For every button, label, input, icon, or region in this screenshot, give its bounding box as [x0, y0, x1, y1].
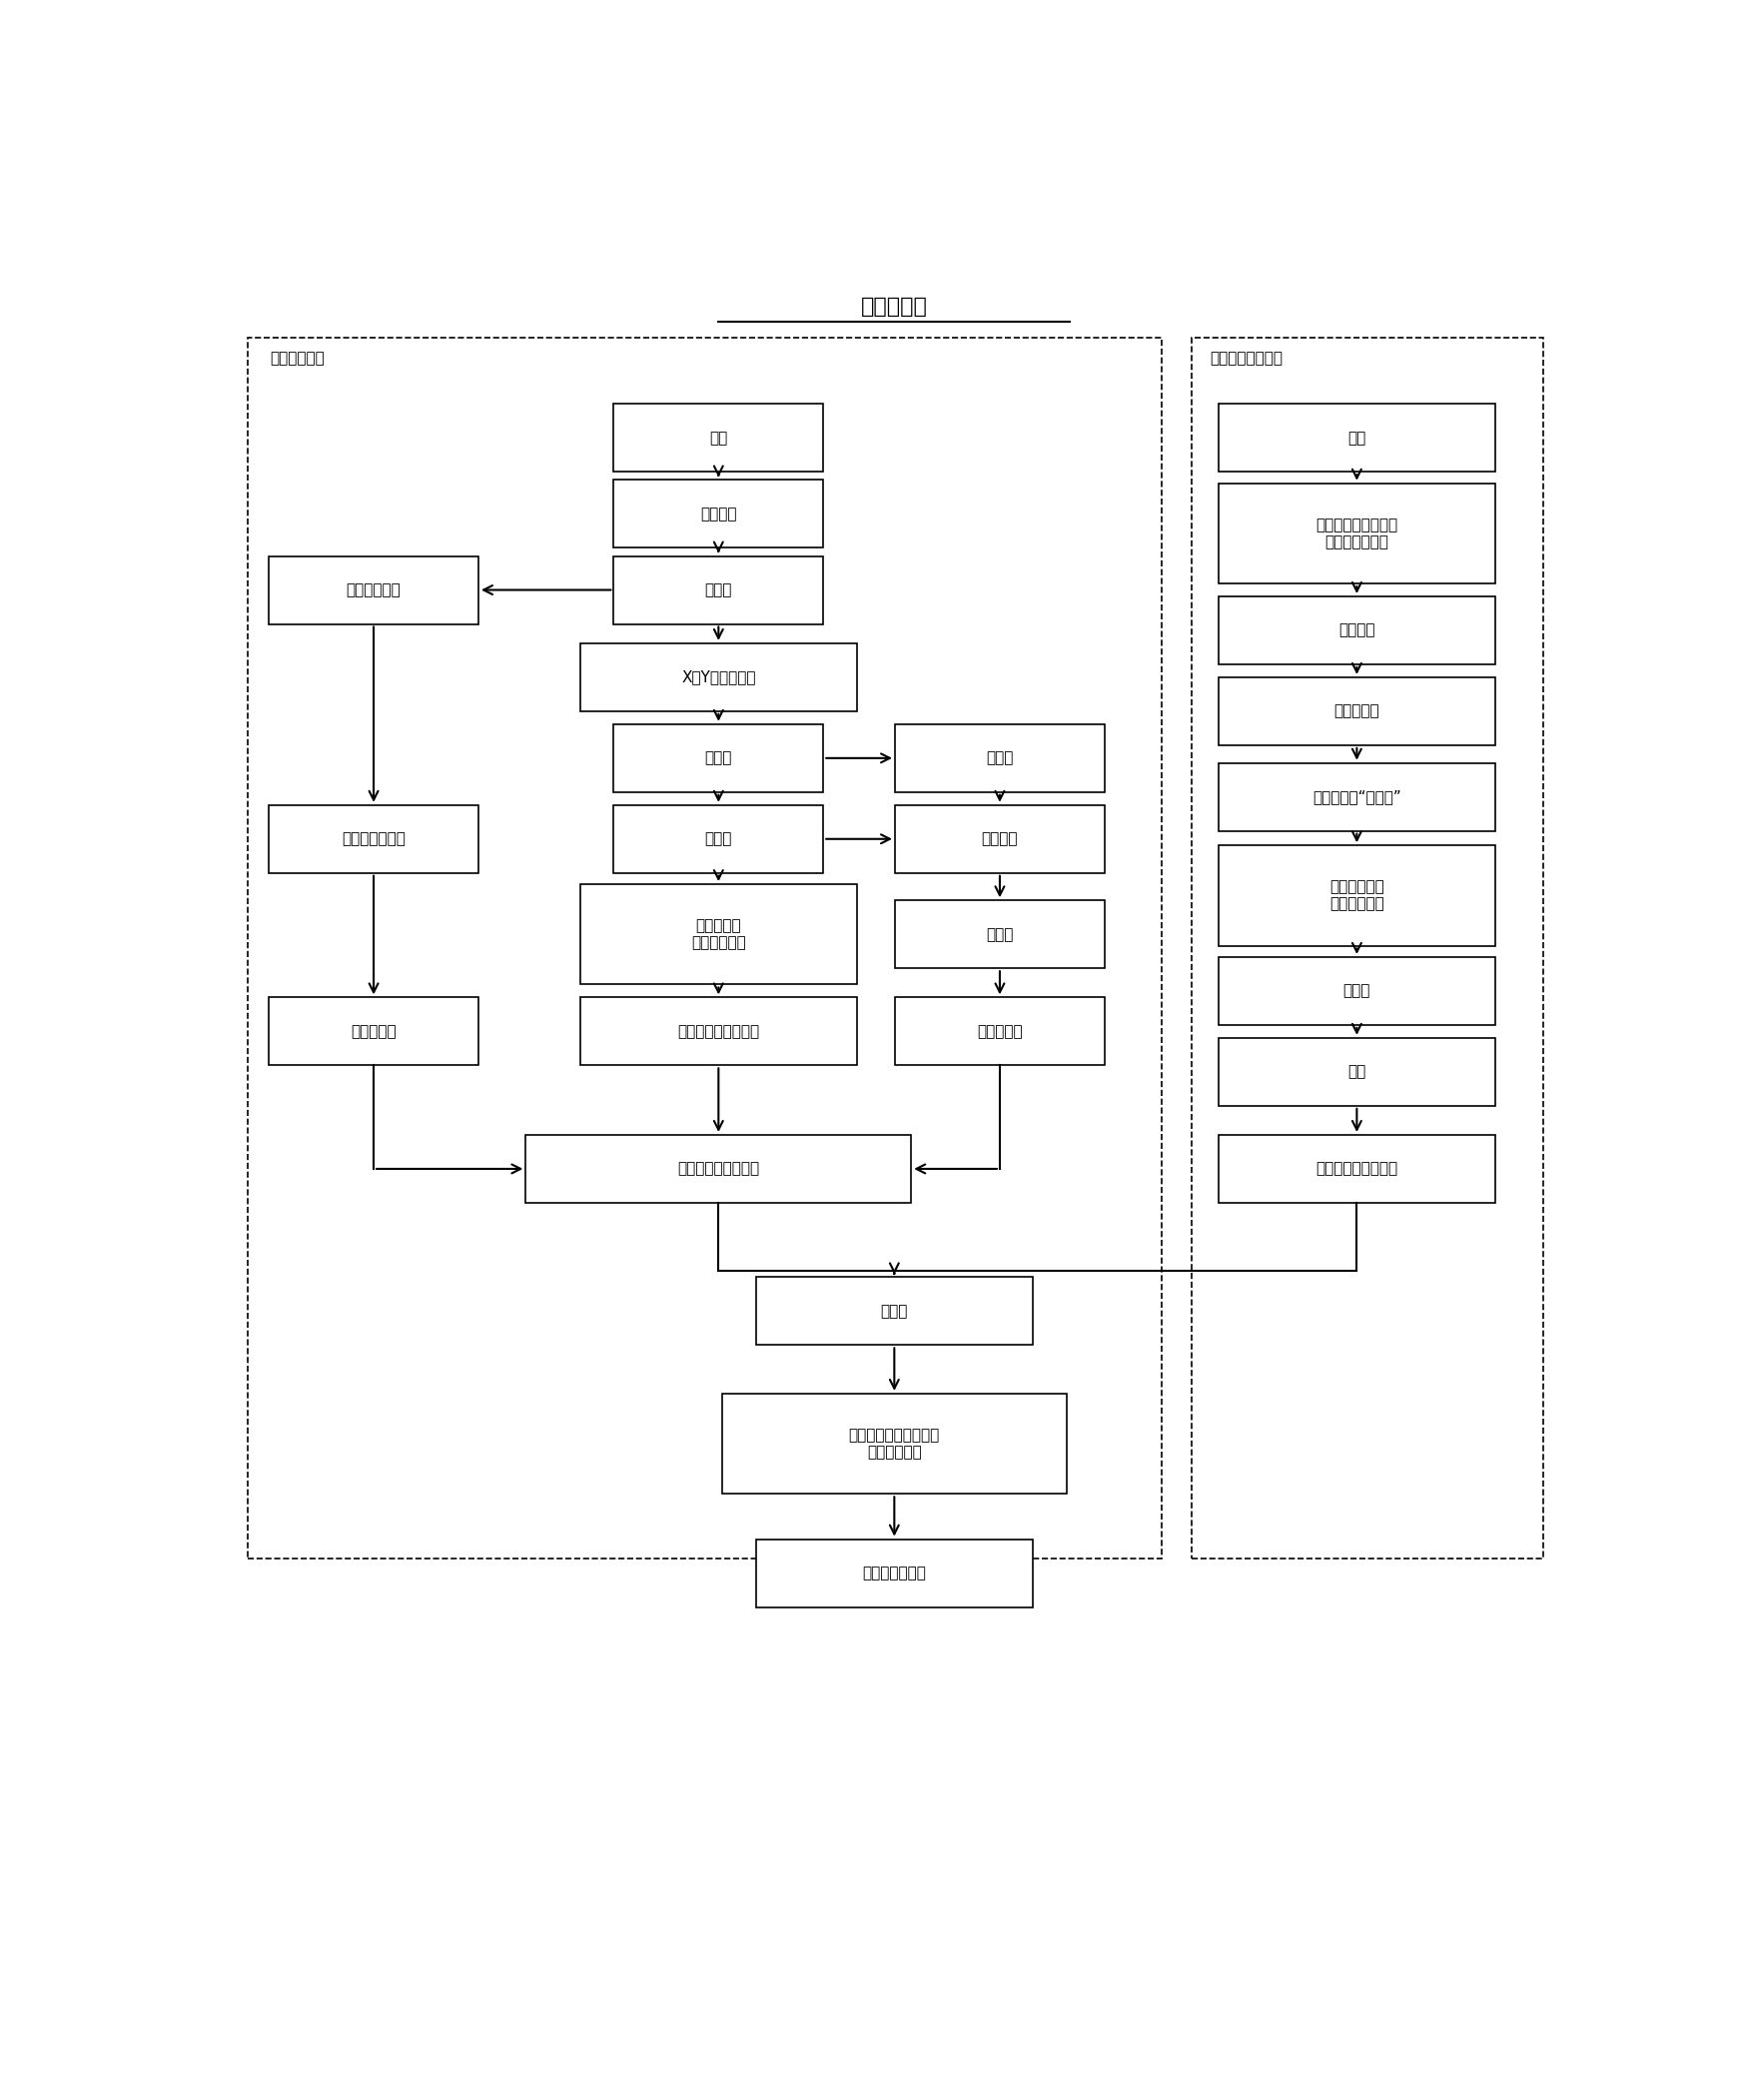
FancyBboxPatch shape	[895, 901, 1105, 968]
Text: 均値滤波: 均値滤波	[982, 832, 1017, 846]
Text: 车牌粗检测: 车牌粗检测	[860, 296, 928, 317]
Text: 高斯平滑: 高斯平滑	[1338, 624, 1375, 638]
Text: 灰度化: 灰度化	[705, 582, 733, 596]
Text: 背景和前景“与运算”: 背景和前景“与运算”	[1312, 790, 1401, 804]
Text: 闭运算: 闭运算	[986, 750, 1014, 766]
Text: 求交集: 求交集	[881, 1304, 907, 1319]
FancyBboxPatch shape	[756, 1277, 1033, 1346]
FancyBboxPatch shape	[895, 804, 1105, 874]
FancyBboxPatch shape	[269, 804, 478, 874]
Text: 得到候选斧块图: 得到候选斧块图	[862, 1567, 927, 1581]
Text: 去掉长宽比，面积不符
合要求的斧块: 去掉长宽比，面积不符 合要求的斧块	[848, 1428, 941, 1459]
FancyBboxPatch shape	[895, 997, 1105, 1065]
Text: 求并集: 求并集	[1344, 983, 1370, 998]
FancyBboxPatch shape	[614, 556, 824, 624]
FancyBboxPatch shape	[1218, 483, 1495, 584]
Text: 形态学运算: 形态学运算	[351, 1025, 396, 1040]
Text: X、Y方向梯度图: X、Y方向梯度图	[681, 670, 756, 685]
Text: 形态学运算: 形态学运算	[977, 1025, 1023, 1040]
Text: 图像增强: 图像增强	[700, 506, 736, 521]
Text: 车牌（背景和前景）
颜色概率分布图: 车牌（背景和前景） 颜色概率分布图	[1316, 517, 1398, 550]
FancyBboxPatch shape	[895, 724, 1105, 792]
FancyBboxPatch shape	[614, 481, 824, 548]
FancyBboxPatch shape	[269, 556, 478, 624]
Text: 颜色概率检测部分: 颜色概率检测部分	[1209, 351, 1283, 365]
FancyBboxPatch shape	[1218, 846, 1495, 945]
Text: 初始边缘检测结果图: 初始边缘检测结果图	[677, 1025, 759, 1040]
Text: 二値化: 二値化	[986, 926, 1014, 943]
FancyBboxPatch shape	[1218, 958, 1495, 1025]
Text: 边缘检测部分: 边缘检测部分	[269, 351, 325, 365]
FancyBboxPatch shape	[614, 804, 824, 874]
FancyBboxPatch shape	[579, 997, 857, 1065]
Text: 边缘轮廓检测: 边缘轮廓检测	[346, 582, 401, 596]
FancyBboxPatch shape	[1218, 678, 1495, 745]
FancyBboxPatch shape	[1218, 596, 1495, 664]
Text: 膏胀: 膏胀	[1347, 1065, 1366, 1079]
FancyBboxPatch shape	[756, 1539, 1033, 1607]
FancyBboxPatch shape	[1218, 762, 1495, 832]
FancyBboxPatch shape	[614, 724, 824, 792]
Text: 得到颜色候选斧块图: 得到颜色候选斧块图	[1316, 1161, 1398, 1176]
Text: 二値化: 二値化	[705, 832, 733, 846]
FancyBboxPatch shape	[722, 1394, 1066, 1493]
Text: 归一化: 归一化	[705, 750, 733, 766]
Text: 得到边缘候选斧块图: 得到边缘候选斧块图	[677, 1161, 759, 1176]
Text: 得到各种颜色
车牌候选区域: 得到各种颜色 车牌候选区域	[1330, 880, 1384, 911]
FancyBboxPatch shape	[579, 884, 857, 985]
Text: 保留较短轮廓线: 保留较短轮廓线	[342, 832, 405, 846]
FancyBboxPatch shape	[614, 403, 824, 472]
Text: 原图: 原图	[1347, 430, 1366, 445]
FancyBboxPatch shape	[1218, 1037, 1495, 1107]
Text: 原图: 原图	[710, 430, 728, 445]
Text: 形态学运算: 形态学运算	[1333, 704, 1380, 718]
FancyBboxPatch shape	[525, 1134, 911, 1203]
Text: 高斯平滑，
计算边缘密度: 高斯平滑， 计算边缘密度	[691, 918, 745, 951]
FancyBboxPatch shape	[579, 643, 857, 712]
FancyBboxPatch shape	[1218, 1134, 1495, 1203]
FancyBboxPatch shape	[269, 997, 478, 1065]
FancyBboxPatch shape	[1218, 403, 1495, 472]
